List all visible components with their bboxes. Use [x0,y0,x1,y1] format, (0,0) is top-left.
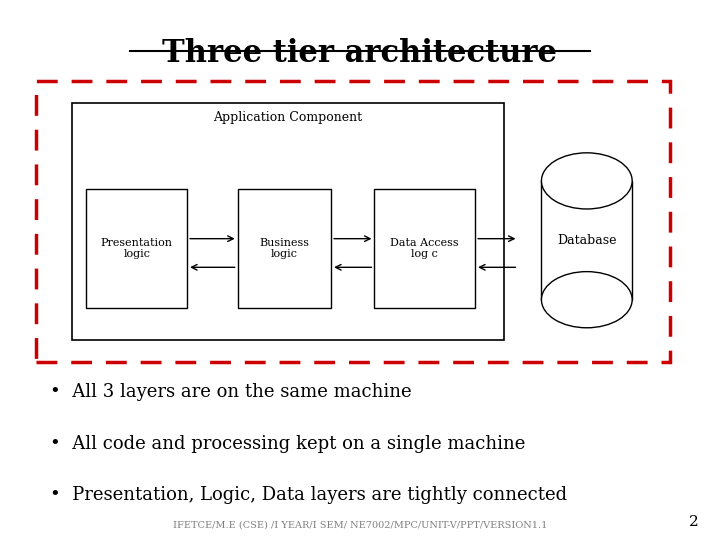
Bar [72,103,504,340]
Text: Three tier architecture: Three tier architecture [163,38,557,69]
Text: 2: 2 [688,515,698,529]
Text: IFETCE/M.E (CSE) /I YEAR/I SEM/ NE7002/MPC/UNIT-V/PPT/VERSION1.1: IFETCE/M.E (CSE) /I YEAR/I SEM/ NE7002/M… [173,520,547,529]
Text: •  Presentation, Logic, Data layers are tightly connected: • Presentation, Logic, Data layers are t… [50,486,567,504]
Bar [541,181,632,300]
Text: Application Component: Application Component [213,111,363,124]
Text: Presentation
logic: Presentation logic [101,238,173,259]
Text: Business
logic: Business logic [259,238,310,259]
Bar [374,189,475,308]
Text: •  All code and processing kept on a single machine: • All code and processing kept on a sing… [50,435,526,453]
Bar [238,189,331,308]
Text: Data Access
log c: Data Access log c [390,238,459,259]
Bar [36,81,670,362]
Ellipse shape [541,272,632,328]
Bar [86,189,187,308]
Text: Database: Database [557,234,616,247]
Ellipse shape [541,153,632,209]
Text: •  All 3 layers are on the same machine: • All 3 layers are on the same machine [50,383,412,401]
